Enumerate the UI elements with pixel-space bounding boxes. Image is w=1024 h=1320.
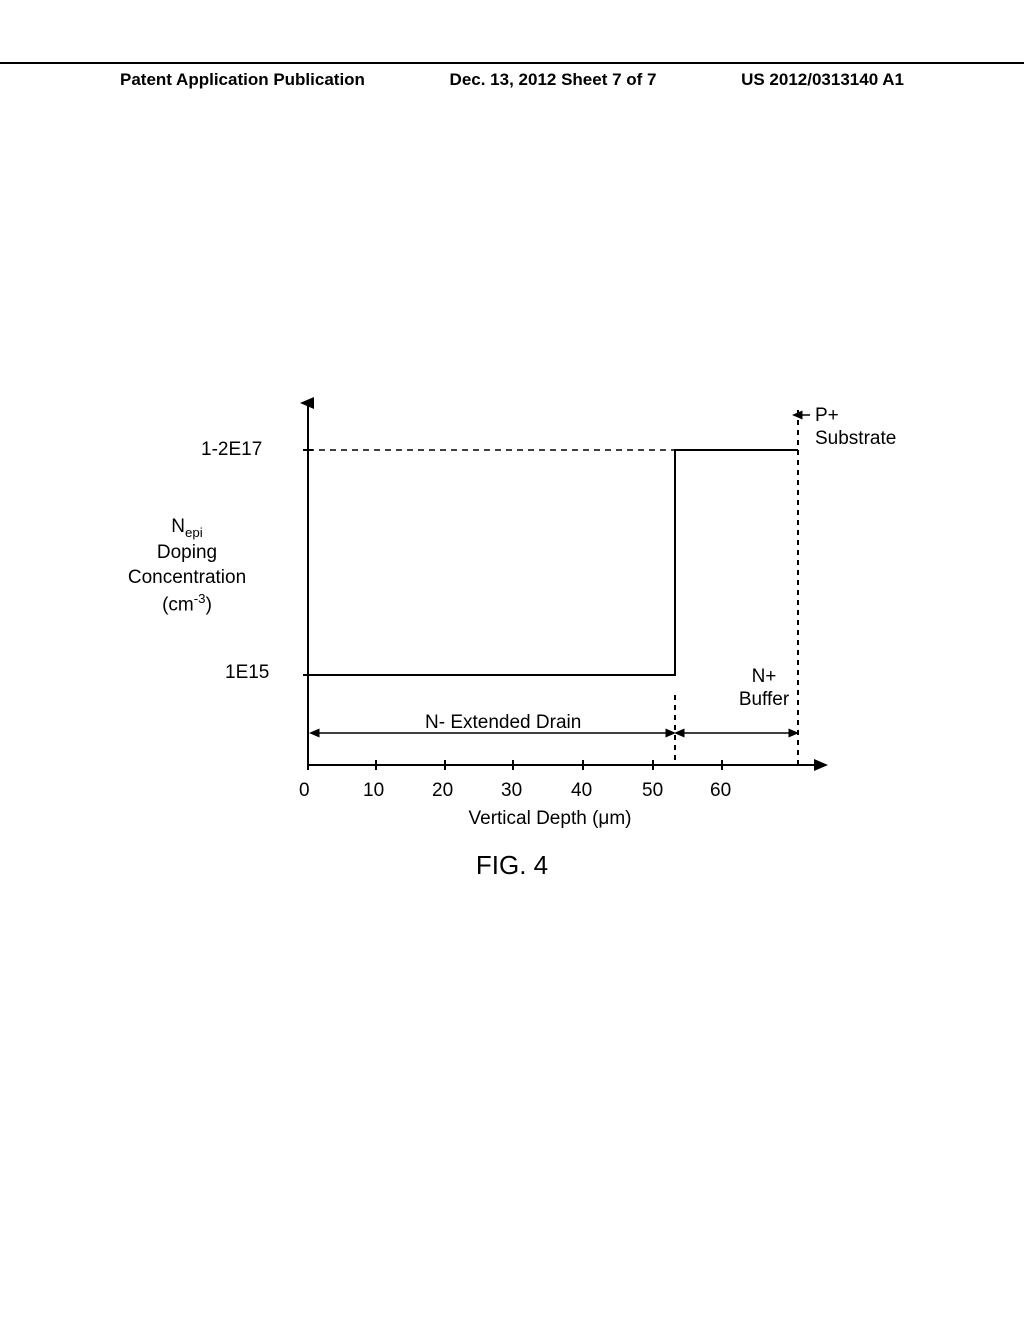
doping-profile-line: [308, 450, 798, 675]
header-right: US 2012/0313140 A1: [741, 70, 904, 90]
header-left: Patent Application Publication: [120, 70, 365, 90]
figure-caption: FIG. 4: [0, 850, 1024, 881]
header-row: Patent Application Publication Dec. 13, …: [0, 70, 1024, 90]
page-header: Patent Application Publication Dec. 13, …: [0, 62, 1024, 90]
header-center: Dec. 13, 2012 Sheet 7 of 7: [450, 70, 657, 90]
chart: [150, 395, 900, 865]
chart-svg: [150, 395, 900, 865]
